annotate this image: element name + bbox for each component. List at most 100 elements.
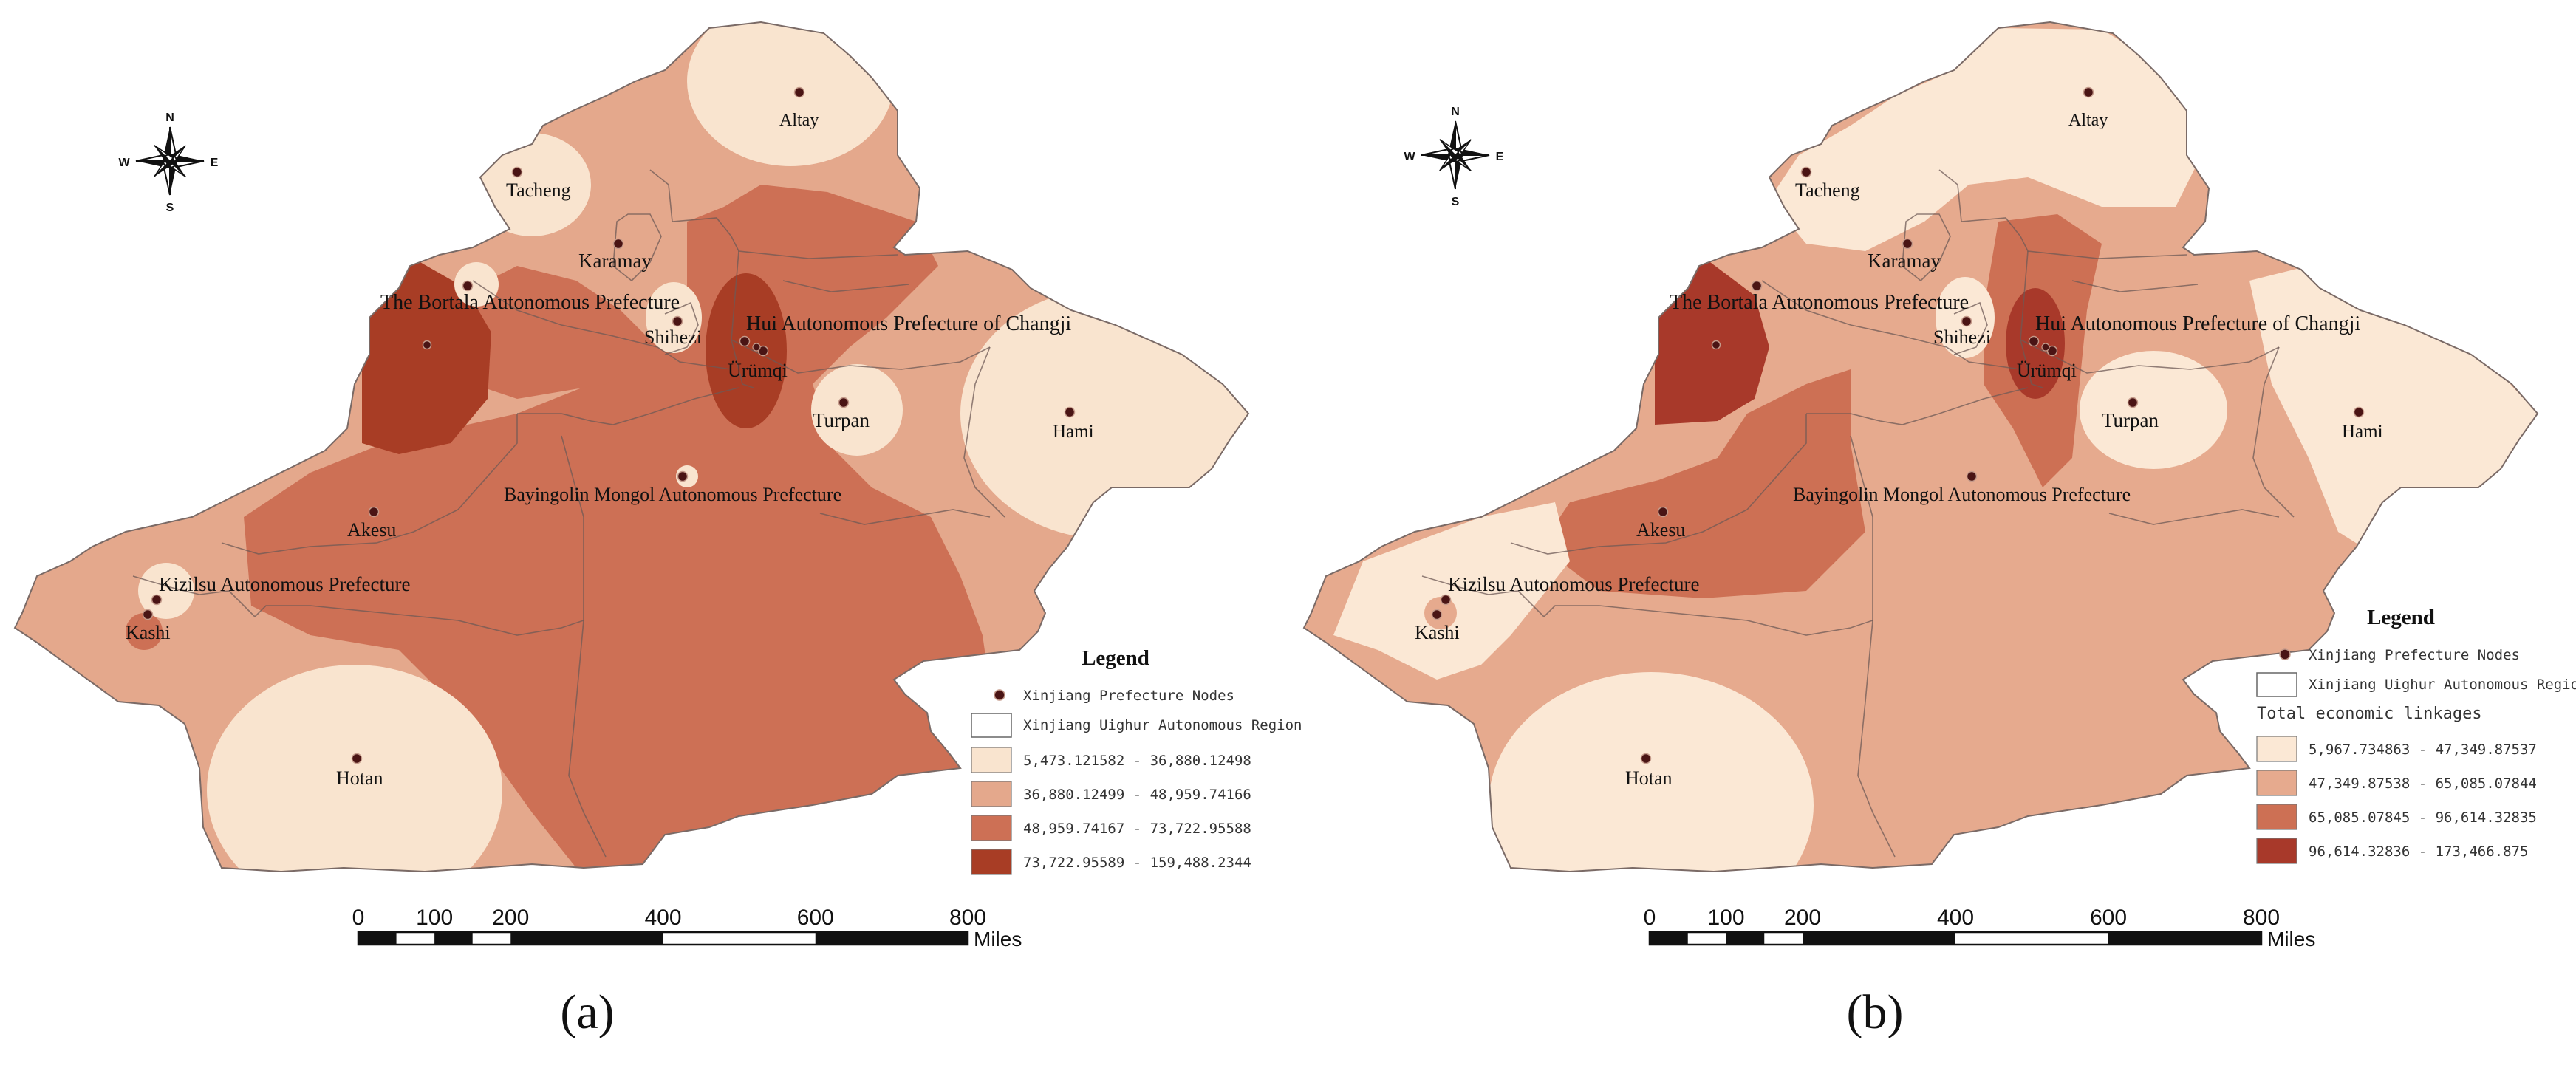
prefecture-boundary [1599, 414, 1807, 547]
prefecture-boundary [1510, 542, 1600, 555]
legend-region-label: Xinjiang Uighur Autonomous Region [2309, 677, 2576, 693]
node-label-akesu: Akesu [1636, 519, 1685, 541]
node-marker-turpan [838, 397, 850, 408]
region-class-1 [473, 133, 591, 236]
node-label-bortala: The Bortala Autonomous Prefecture [1670, 291, 1969, 314]
legend-swatch-class-3 [2256, 804, 2297, 830]
legend: Legend Xinjiang Prefecture Nodes Xinjiang … [971, 646, 1302, 875]
legend-node-symbol [994, 689, 1005, 701]
prefecture-boundary [819, 509, 991, 525]
legend-region-swatch [971, 713, 1012, 738]
scale-unit-label: Miles [2267, 928, 2315, 951]
scale-tick-label: 200 [1784, 906, 1821, 930]
north-arrow-icon: N S E W [118, 112, 218, 214]
prefecture-boundary [2108, 509, 2280, 525]
node-label-hami: Hami [1053, 422, 1094, 442]
prefecture-boundaries [1421, 169, 2295, 858]
legend: Legend Xinjiang Prefecture Nodes Xinjiang … [2256, 606, 2576, 864]
prefecture-boundary [1857, 620, 1896, 858]
legend-class-label: 36,880.12499 - 48,959.74166 [1023, 787, 1251, 803]
node-marker-bayingolin [1966, 470, 1978, 482]
prefecture-boundary [472, 280, 732, 370]
legend-swatch-class-1 [971, 747, 1012, 773]
node-label-tacheng: Tacheng [506, 179, 571, 201]
scale-tick-label: 200 [492, 906, 529, 930]
node-marker-urumqi [2028, 335, 2040, 347]
region-class-1 [1333, 502, 1570, 680]
node-marker-extra [1711, 340, 1721, 350]
region-class-1 [2080, 351, 2227, 469]
node-marker-bayingolin [677, 470, 689, 482]
scale-tick-label: 0 [352, 906, 365, 930]
region-class-1 [1769, 28, 2205, 251]
legend-class-label: 5,473.121582 - 36,880.12498 [1023, 753, 1251, 769]
scale-tick-label: 100 [416, 906, 453, 930]
scale-tick-label: 600 [2090, 906, 2127, 930]
scale-tick-label: 600 [797, 906, 834, 930]
prefecture-boundary [2252, 346, 2295, 518]
node-marker-hami [2353, 406, 2365, 418]
prefecture-nodes: Altay Tacheng Karamay The Bortala Autonomou… [126, 86, 1094, 789]
node-label-bayingolin: Bayingolin Mongol Autonomous Prefecture [504, 484, 841, 505]
compass-n-label: N [1451, 106, 1460, 118]
node-marker-bortala [462, 280, 474, 292]
node-marker-bortala [1751, 280, 1763, 292]
choropleth-surface [1304, 22, 2538, 872]
legend-class-label: 47,349.87538 - 65,085.07844 [2309, 776, 2537, 792]
legend-class-label: 48,959.74167 - 73,722.95588 [1023, 821, 1251, 837]
prefecture-boundary [649, 169, 898, 259]
node-marker-altay [2083, 86, 2094, 98]
map-panel-b: Altay Tacheng Karamay The Bortala Autonomou… [1302, 21, 2576, 1039]
scale-bar-segment [1650, 932, 1688, 945]
node-marker-kashi [1431, 609, 1443, 620]
compass-e-label: E [211, 157, 219, 169]
node-label-karamay: Karamay [578, 250, 652, 272]
legend-class-label: 5,967.734863 - 47,349.87537 [2309, 742, 2537, 758]
legend-title: Legend [1082, 646, 1149, 670]
scale-bar-segment [434, 932, 473, 945]
panel-caption: (b) [1847, 985, 1904, 1039]
region-class-2 [1304, 22, 2538, 872]
legend-swatch-class-2 [971, 781, 1012, 807]
region-class-1 [207, 665, 502, 872]
panel-caption: (a) [560, 985, 614, 1039]
legend-class-label: 96,614.32836 - 173,466.875 [2309, 843, 2528, 860]
compass-w-label: W [1404, 151, 1415, 163]
legend-region-label: Xinjiang Uighur Autonomous Region [1023, 717, 1302, 733]
node-label-bortala: The Bortala Autonomous Prefecture [380, 291, 680, 314]
prefecture-boundary [963, 346, 1005, 518]
node-marker-shihezi [672, 315, 683, 327]
region-class-1 [811, 364, 903, 456]
node-marker-kizilsu [151, 594, 163, 606]
scale-tick-label: 400 [1937, 906, 1974, 930]
compass-w-label: W [118, 157, 130, 169]
node-marker-hami [1064, 406, 1076, 418]
node-marker-hotan [1640, 753, 1652, 764]
node-label-hotan: Hotan [336, 767, 383, 789]
node-marker-akesu [368, 506, 380, 518]
node-label-kashi: Kashi [1415, 622, 1460, 643]
north-arrow-icon: N S E W [1404, 106, 1503, 208]
prefecture-boundaries [132, 169, 1005, 858]
node-label-kizilsu: Kizilsu Autonomous Prefecture [159, 573, 410, 595]
node-marker-karamay [1902, 238, 1913, 250]
node-marker-extra [422, 340, 432, 350]
region-class-4 [706, 273, 787, 428]
node-label-shihezi: Shihezi [1933, 326, 1991, 348]
legend-class-label: 73,722.95589 - 159,488.2344 [1023, 855, 1251, 871]
compass-s-label: S [1452, 196, 1460, 208]
region-outline [13, 21, 1250, 873]
scale-tick-label: 400 [644, 906, 681, 930]
map-panel-a: Altay Tacheng Karamay The Bortala Autonomou… [13, 21, 1302, 1039]
node-marker-kizilsu [1440, 594, 1452, 606]
prefecture-boundary [1953, 301, 1988, 355]
legend-region-swatch [2256, 672, 2297, 697]
region-class-3 [244, 185, 997, 872]
prefecture-boundary [310, 414, 518, 547]
node-label-kashi: Kashi [126, 622, 171, 643]
scale-tick-label: 800 [949, 906, 986, 930]
region-class-4 [362, 259, 491, 454]
scale-bar-segment [358, 932, 397, 945]
